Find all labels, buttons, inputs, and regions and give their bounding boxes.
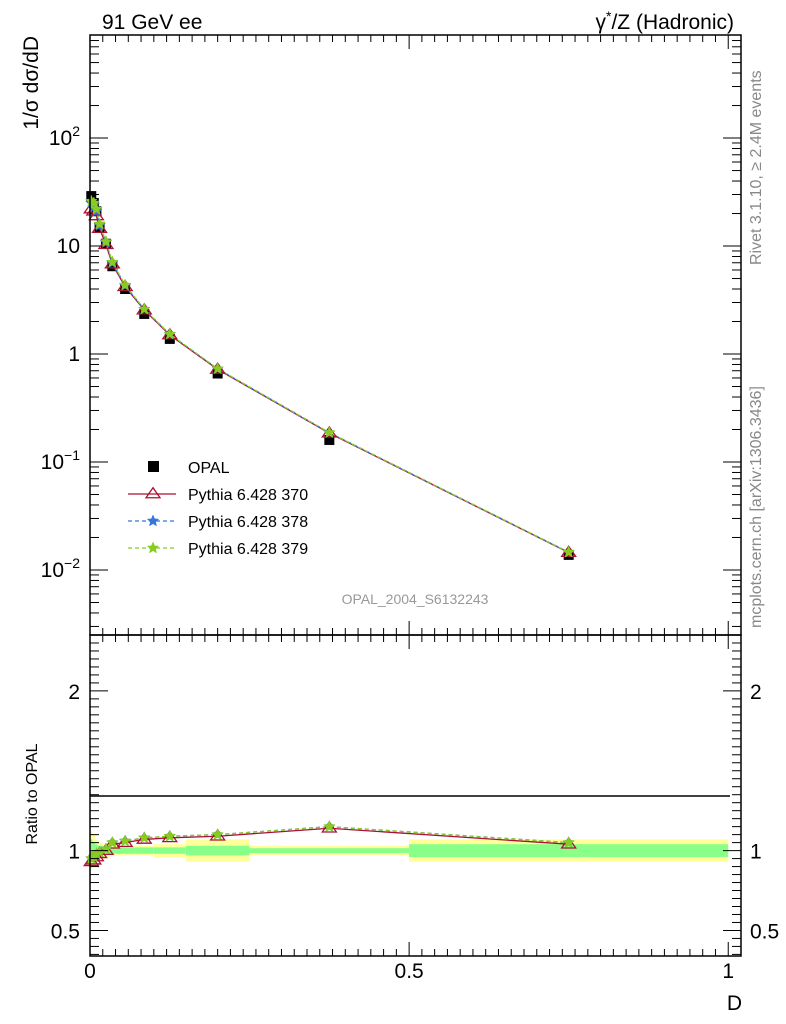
side-text-bottom: mcplots.cern.ch [arXiv:1306.3436] [748, 386, 765, 628]
main-y-tick-exp: −2 [64, 555, 80, 571]
main-y-tick-label: 10−1 [41, 447, 81, 474]
pythia370-point [97, 237, 115, 250]
main-line-mc378 [90, 202, 569, 553]
ratio-band-inner [109, 847, 116, 854]
ratio-pythia379-point [211, 827, 224, 841]
main-y-tick-base: 10 [41, 451, 64, 474]
ratio-frame [89, 634, 742, 957]
main-y-tick-exp: 2 [72, 123, 80, 139]
main-y-tick-base: 10 [41, 559, 64, 582]
ratio-band-inner [115, 847, 135, 854]
pythia379-point [163, 327, 177, 340]
pythia370-point [91, 221, 108, 234]
ratio-pythia379-point [163, 829, 177, 842]
main-ticks [89, 34, 741, 635]
main-y-tick-base: 10 [49, 127, 72, 150]
ratio-y-tick-label-right: 2 [750, 681, 762, 704]
ratio-pythia379-point [99, 842, 113, 855]
ratio-pythia379-point [137, 831, 151, 844]
ratio-series-layer [83, 819, 577, 867]
ratio-pythia379-point [323, 819, 336, 833]
main-y-tick-label: 1 [68, 343, 80, 366]
x-tick-label: 0 [84, 960, 96, 983]
watermark: OPAL_2004_S6132243 [342, 591, 489, 607]
main-y-tick-label: 102 [49, 123, 80, 150]
ratio-y-tick-label-left: 0.5 [51, 920, 80, 943]
ratio-pythia379-point [106, 835, 119, 848]
header-right-suffix: /Z (Hadronic) [611, 11, 734, 34]
main-y-tick-base: 1 [68, 343, 80, 366]
x-axis-label: D [727, 992, 742, 1015]
legend-label: Pythia 6.428 378 [188, 514, 308, 531]
header-right-sup: * [606, 8, 612, 24]
ratio-y-tick-label-left: 1 [68, 841, 80, 864]
pythia370-point [88, 208, 105, 221]
header-left: 91 GeV ee [102, 11, 202, 34]
x-tick-labels: 0 0.5 1 [84, 960, 734, 983]
ratio-ticks [89, 634, 741, 956]
legend-label: Pythia 6.428 370 [188, 487, 308, 504]
ratio-pythia379-point [562, 835, 575, 848]
ratio-panel: 0.5 0.51 12 2 0 0.5 1 Ratio to OPAL D [24, 634, 779, 1015]
main-y-tick-exp: −1 [64, 447, 80, 463]
main-line-mc370 [90, 208, 569, 554]
opal-data-point [120, 284, 131, 295]
pythia379-point [93, 217, 106, 230]
main-line-mc379 [90, 200, 569, 553]
side-text-top: Rivet 3.1.10, ≥ 2.4M events [748, 70, 765, 265]
ratio-band-inner [134, 847, 154, 854]
ratio-y-tick-label-left: 2 [68, 681, 80, 704]
legend-label: Pythia 6.428 379 [188, 541, 308, 558]
ratio-bands [90, 831, 729, 870]
opal-data-point [107, 261, 118, 272]
legend-marker-mc378 [146, 514, 160, 527]
ratio-band-inner [249, 848, 410, 853]
pythia379-point [90, 202, 103, 215]
ratio-y-tick-label-right: 1 [750, 841, 762, 864]
ratio-pythia379-point [118, 834, 132, 847]
legend: OPAL Pythia 6.428 370 Pythia 6.428 378 Pyth… [128, 460, 308, 558]
main-y-tick-label: 10 [57, 235, 80, 258]
main-y-tick-base: 10 [57, 235, 80, 258]
pythia379-point [137, 302, 151, 315]
main-y-tick-label: 10−2 [41, 555, 81, 582]
ratio-y-tick-labels: 0.5 0.5 1 1 2 2 [51, 681, 779, 944]
pythia379-point [106, 255, 119, 268]
pythia379-point [323, 426, 336, 439]
main-y-axis-label: 1/σ dσ/dD [20, 36, 43, 130]
pythia379-point [562, 545, 575, 558]
ratio-y-axis-label: Ratio to OPAL [24, 743, 41, 844]
ratio-band-inner [153, 847, 186, 854]
x-tick-label: 0.5 [395, 960, 424, 983]
main-series-layer [83, 191, 577, 560]
legend-marker-mc379 [146, 541, 160, 554]
legend-label: OPAL [188, 460, 230, 477]
legend-marker-opal [148, 461, 159, 472]
ratio-band-inner [409, 844, 729, 857]
pythia379-point [99, 234, 113, 247]
legend-marker-370 [144, 486, 162, 499]
pythia379-point [211, 362, 224, 375]
header-right: γ*/Z (Hadronic) [596, 8, 734, 34]
ratio-band-inner [185, 845, 250, 856]
header-right-prefix: γ [596, 11, 607, 34]
x-tick-label: 1 [722, 960, 734, 983]
ratio-y-tick-label-right: 0.5 [750, 920, 779, 943]
pythia379-point [118, 278, 132, 291]
opal-data-point [324, 434, 335, 445]
